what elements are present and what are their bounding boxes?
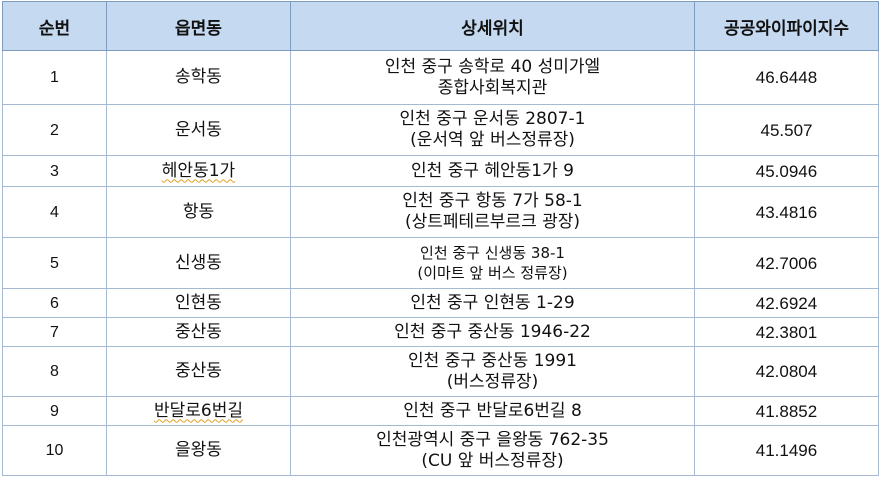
dong-text: 반달로6번길 (153, 400, 244, 421)
dong-cell: 중산동 (106, 317, 291, 347)
header-wifi-index: 공공와이파이지수 (694, 1, 879, 51)
location-line-2: (버스정류장) (446, 371, 539, 392)
table-row: 10 을왕동 인천광역시 중구 을왕동 762-35 (CU 앞 버스정류장) … (2, 425, 879, 476)
location-line-1: 인천 중구 인현동 1-29 (410, 292, 575, 313)
dong-cell: 을왕동 (106, 425, 291, 476)
score-cell: 46.6448 (694, 50, 879, 105)
location-cell: 인천 중구 송학로 40 성미가엘 종합사회복지관 (290, 50, 695, 105)
score-cell: 41.8852 (694, 396, 879, 426)
location-line-1: 인천 중구 운서동 2807-1 (399, 109, 586, 129)
dong-cell: 헤안동1가 (106, 155, 291, 187)
table-header: 순번 읍면동 상세위치 공공와이파이지수 (2, 1, 879, 51)
location-line-1: 인천광역시 중구 을왕동 762-35 (376, 429, 609, 450)
location-line-1: 인천 중구 송학로 40 성미가엘 (384, 56, 601, 77)
rank-cell: 10 (2, 425, 107, 476)
location-line-1: 인천 중구 중산동 1946-22 (394, 321, 591, 342)
location-cell: 인천 중구 헤안동1가 9 (290, 155, 695, 187)
location-cell: 인천 중구 반달로6번길 8 (290, 396, 695, 426)
dong-text: 헤안동1가 (161, 160, 236, 181)
rank-cell: 5 (2, 237, 107, 289)
location-line-1: 인천 중구 중산동 1991 (408, 350, 577, 371)
rank-cell: 3 (2, 155, 107, 187)
score-cell: 41.1496 (694, 425, 879, 476)
score-cell: 45.0946 (694, 155, 879, 187)
dong-cell: 항동 (106, 186, 291, 238)
location-line-2: (이마트 앞 버스 정류장) (417, 264, 568, 282)
location-line-2: (운서역 앞 버스정류장) (410, 130, 575, 150)
location-cell: 인천 중구 중산동 1991 (버스정류장) (290, 346, 695, 397)
location-cell: 인천광역시 중구 을왕동 762-35 (CU 앞 버스정류장) (290, 425, 695, 476)
location-cell: 인천 중구 운서동 2807-1 (운서역 앞 버스정류장) (290, 104, 695, 156)
table-row: 3 헤안동1가 인천 중구 헤안동1가 9 45.0946 (2, 155, 879, 187)
location-line-1: 인천 중구 신생동 38-1 (420, 244, 565, 262)
rank-cell: 2 (2, 104, 107, 156)
location-line-2: 종합사회복지관 (437, 77, 548, 98)
dong-cell: 중산동 (106, 346, 291, 397)
table-row: 4 항동 인천 중구 항동 7가 58-1 (상트페테르부르크 광장) 43.4… (2, 186, 879, 238)
location-cell: 인천 중구 신생동 38-1 (이마트 앞 버스 정류장) (290, 237, 695, 289)
score-cell: 45.507 (694, 104, 879, 156)
location-line-2: (상트페테르부르크 광장) (404, 212, 581, 232)
header-rank: 순번 (2, 1, 107, 51)
header-row: 순번 읍면동 상세위치 공공와이파이지수 (2, 1, 879, 51)
score-cell: 42.6924 (694, 288, 879, 318)
table-row: 7 중산동 인천 중구 중산동 1946-22 42.3801 (2, 317, 879, 347)
score-cell: 42.3801 (694, 317, 879, 347)
table-row: 1 송학동 인천 중구 송학로 40 성미가엘 종합사회복지관 46.6448 (2, 50, 879, 105)
location-line-1: 인천 중구 반달로6번길 8 (403, 400, 582, 421)
rank-cell: 4 (2, 186, 107, 238)
location-cell: 인천 중구 인현동 1-29 (290, 288, 695, 318)
table-row: 9 반달로6번길 인천 중구 반달로6번길 8 41.8852 (2, 396, 879, 426)
rank-cell: 6 (2, 288, 107, 318)
table-row: 6 인현동 인천 중구 인현동 1-29 42.6924 (2, 288, 879, 318)
dong-cell: 송학동 (106, 50, 291, 105)
header-dong: 읍면동 (106, 1, 291, 51)
location-line-1: 인천 중구 항동 7가 58-1 (402, 191, 583, 211)
dong-cell: 운서동 (106, 104, 291, 156)
table-row: 2 운서동 인천 중구 운서동 2807-1 (운서역 앞 버스정류장) 45.… (2, 104, 879, 156)
location-line-1: 인천 중구 헤안동1가 9 (411, 160, 574, 181)
score-cell: 42.0804 (694, 346, 879, 397)
dong-cell: 반달로6번길 (106, 396, 291, 426)
table-row: 5 신생동 인천 중구 신생동 38-1 (이마트 앞 버스 정류장) 42.7… (2, 237, 879, 289)
score-cell: 43.4816 (694, 186, 879, 238)
dong-cell: 인현동 (106, 288, 291, 318)
rank-cell: 1 (2, 50, 107, 105)
rank-cell: 7 (2, 317, 107, 347)
rank-cell: 9 (2, 396, 107, 426)
location-cell: 인천 중구 항동 7가 58-1 (상트페테르부르크 광장) (290, 186, 695, 238)
table-row: 8 중산동 인천 중구 중산동 1991 (버스정류장) 42.0804 (2, 346, 879, 397)
header-location: 상세위치 (290, 1, 695, 51)
table-body: 1 송학동 인천 중구 송학로 40 성미가엘 종합사회복지관 46.6448 … (2, 50, 879, 476)
location-cell: 인천 중구 중산동 1946-22 (290, 317, 695, 347)
dong-cell: 신생동 (106, 237, 291, 289)
rank-cell: 8 (2, 346, 107, 397)
location-line-2: (CU 앞 버스정류장) (421, 450, 564, 471)
score-cell: 42.7006 (694, 237, 879, 289)
